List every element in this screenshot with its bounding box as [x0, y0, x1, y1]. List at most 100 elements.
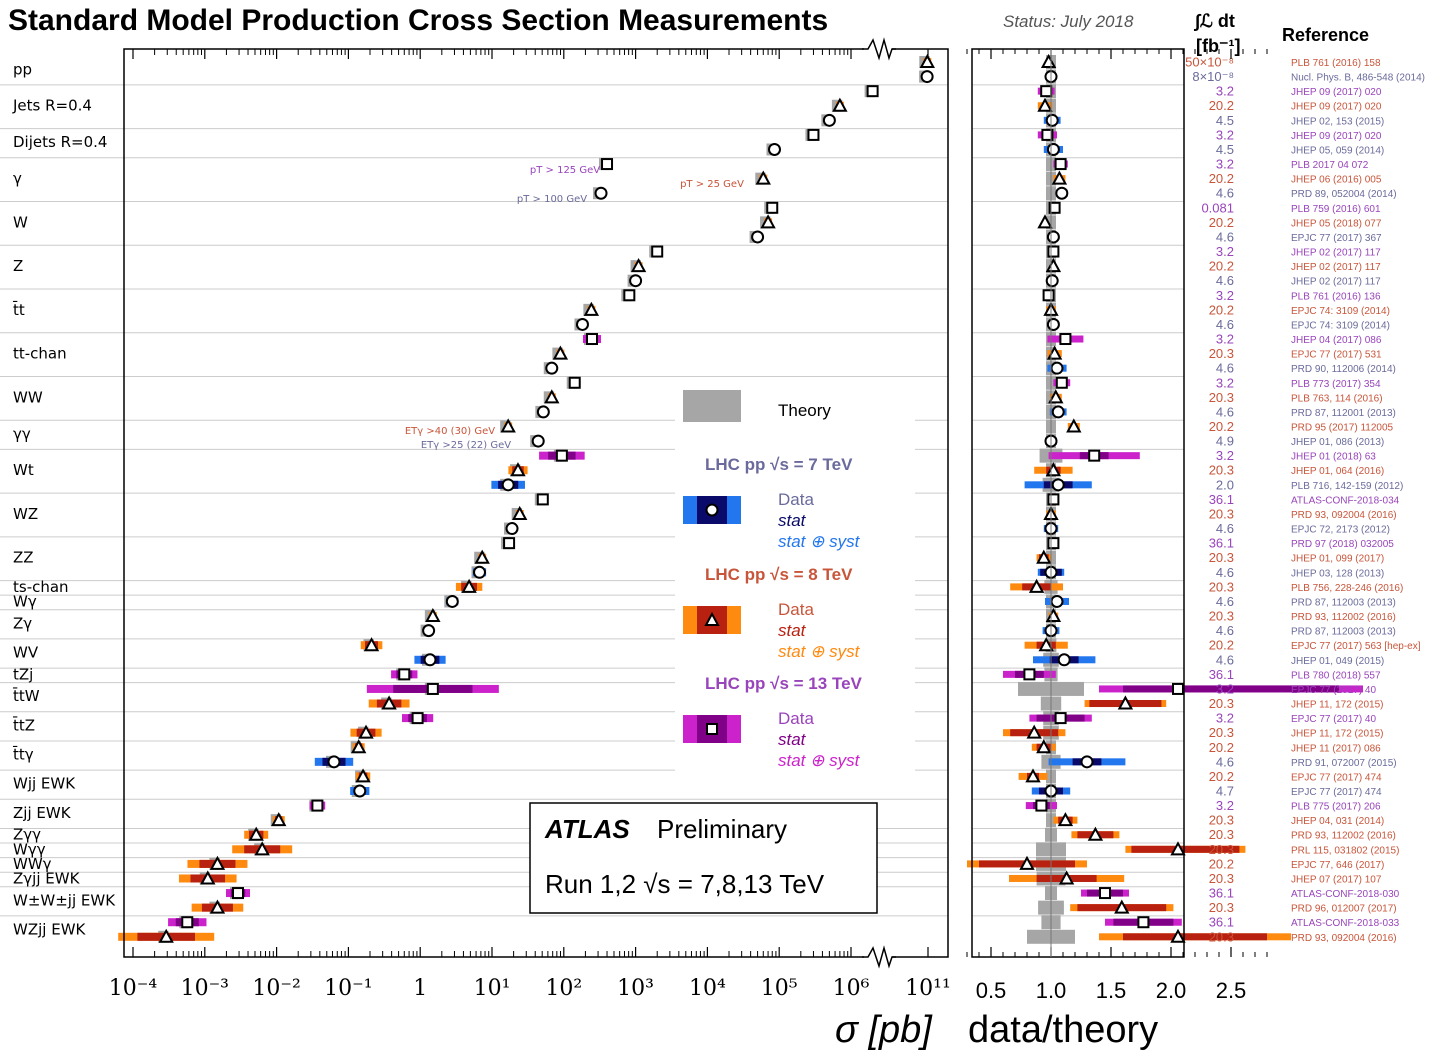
ratio-point [1025, 768, 1041, 783]
data-point [474, 549, 490, 564]
legend-stat-label: stat [778, 730, 807, 749]
process-label: WWγ [13, 855, 52, 873]
data-point [751, 230, 765, 244]
ratio-tick-label: 2.5 [1216, 978, 1247, 1003]
luminosity-value: 20.3 [1209, 579, 1234, 594]
data-point [311, 799, 324, 812]
legend-energy-title: LHC pp √s = 7 TeV [705, 455, 853, 474]
data-point [254, 841, 270, 856]
reference-text: EPJC 77 (2017) 40 [1291, 685, 1376, 696]
data-point [327, 755, 341, 769]
luminosity-value: 3.2 [1216, 127, 1234, 142]
ratio-point [1041, 128, 1054, 141]
ratio-point [1042, 289, 1055, 302]
ratio-point [1137, 916, 1150, 929]
process-label: pp [13, 60, 32, 78]
data-point [358, 724, 374, 739]
data-point [623, 289, 636, 302]
data-point [505, 522, 519, 536]
luminosity-value: 20.2 [1209, 98, 1234, 113]
luminosity-value: 20.3 [1209, 813, 1234, 828]
process-label: Dijets R=0.4 [13, 133, 107, 151]
luminosity-value: 4.6 [1216, 404, 1234, 419]
luminosity-value: 20.3 [1209, 842, 1234, 857]
process-label: W±W±jj EWK [13, 891, 116, 909]
luminosity-value: 20.3 [1209, 609, 1234, 624]
data-point [423, 653, 437, 667]
reference-text: JHEP 09 (2017) 020 [1291, 102, 1382, 113]
ratio-point [1045, 607, 1062, 623]
process-label: Zγγ [13, 826, 41, 844]
luminosity-value: 4.6 [1216, 229, 1234, 244]
reference-text: JHEP 11, 172 (2015) [1291, 700, 1383, 711]
cross-section-panel: pT > 125 GeV pT > 100 GeV pT > 25 GeV ETγ >… [118, 53, 935, 943]
ratio-point [1051, 405, 1065, 419]
process-label: Zjj EWK [13, 804, 72, 822]
process-label: WZ [13, 505, 38, 523]
data-point [919, 53, 935, 68]
ratio-point [1172, 682, 1184, 695]
luminosity-value: 4.5 [1216, 113, 1234, 128]
reference-text: PLB 761 (2016) 136 [1291, 291, 1381, 302]
reference-text: EPJC 74: 3109 (2014) [1291, 320, 1390, 331]
process-label: Wγ [13, 592, 37, 610]
ratio-point [1058, 870, 1075, 885]
legend-marker [706, 723, 718, 735]
reference-text: PLB 761 (2016) 158 [1291, 58, 1381, 69]
reference-text: JHEP 01, 064 (2016) [1291, 466, 1384, 477]
reference-text: PRD 87, 112003 (2013) [1291, 627, 1396, 638]
luminosity-value: 20.3 [1209, 550, 1234, 565]
x-tick-label: 10⁵ [761, 976, 798, 1001]
process-label: Jets R=0.4 [12, 97, 92, 115]
legend-energy-title: LHC pp √s = 13 TeV [705, 674, 863, 693]
preliminary-label: Preliminary [657, 814, 787, 844]
luminosity-value: 4.6 [1216, 754, 1234, 769]
reference-text: PRD 91, 072007 (2015) [1291, 758, 1397, 769]
x-tick-label: 10¹ [474, 976, 511, 1001]
luminosity-value: 4.6 [1216, 361, 1234, 376]
main-panel-frame [123, 48, 949, 958]
luminosity-value: 8×10⁻⁸ [1192, 69, 1234, 84]
luminosity-value: 3.2 [1216, 84, 1234, 99]
luminosity-value: 4.6 [1216, 565, 1234, 580]
reference-text: EPJC 77, 646 (2017) [1291, 860, 1384, 871]
luminosity-value: 20.2 [1209, 259, 1234, 274]
luminosity-value: 20.3 [1209, 506, 1234, 521]
luminosity-value: 20.2 [1209, 740, 1234, 755]
luminosity-value: 3.2 [1216, 332, 1234, 347]
ratio-point [1088, 449, 1101, 462]
luminosity-value: 20.3 [1209, 871, 1234, 886]
reference-text: EPJC 72, 2173 (2012) [1291, 525, 1390, 536]
reference-text: PLB 780 (2018) 557 [1291, 670, 1381, 681]
ratio-point [1047, 245, 1060, 258]
reference-text: JHEP 02 (2017) 117 [1291, 248, 1381, 259]
data-point [248, 826, 264, 841]
ratio-point [1040, 85, 1053, 98]
ratio-axis: 0.5 1.0 1.5 2.0 2.5 [966, 49, 1268, 1003]
data-point [398, 668, 411, 681]
reference-text: JHEP 11 (2017) 086 [1291, 743, 1381, 754]
ratio-point [1117, 695, 1134, 710]
x-tick-label: 10⁻² [252, 976, 300, 1001]
ratio-point [1099, 887, 1111, 900]
legend-syst-label: stat ⊕ syst [778, 751, 861, 770]
luminosity-value: 4.6 [1216, 623, 1234, 638]
data-point [767, 142, 781, 156]
reference-text: EPJC 77 (2017) 531 [1291, 350, 1382, 361]
reference-text: JHEP 03, 128 (2013) [1291, 568, 1384, 579]
luminosity-value: 3.2 [1216, 681, 1234, 696]
ratio-point [1036, 549, 1052, 564]
cut-annotation: pT > 25 GeV [680, 179, 744, 190]
ratio-point [1035, 799, 1048, 812]
axis-break-mark [862, 37, 896, 61]
reference-text: JHEP 01, 086 (2013) [1291, 437, 1384, 448]
ratio-point [1050, 594, 1064, 608]
legend-stat-label: stat [778, 621, 807, 640]
process-label: Wjj EWK [13, 775, 76, 793]
luminosity-value: 20.2 [1209, 638, 1234, 653]
reference-text: PRD 93, 112002 (2016) [1291, 612, 1396, 623]
lumi-reference-column: 50×10⁻⁸ PLB 761 (2016) 158 8×10⁻⁸ Nucl. Phy… [1185, 55, 1425, 945]
ratio-point [1045, 462, 1062, 477]
data-point [209, 855, 226, 870]
